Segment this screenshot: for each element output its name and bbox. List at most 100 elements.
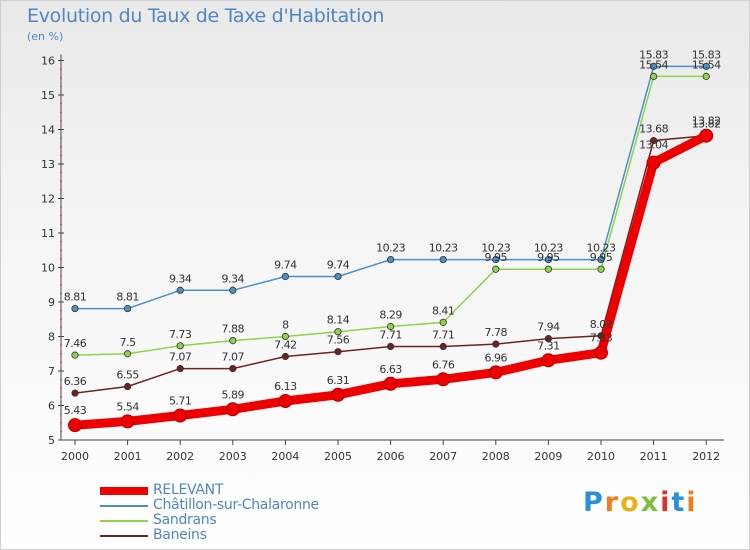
data-point bbox=[544, 255, 553, 264]
data-label: 10.23 bbox=[534, 242, 563, 255]
legend-item-chatillon: Châtillon-sur-Chalaronne bbox=[100, 498, 420, 513]
chart-title: Evolution du Taux de Taxe d'Habitation bbox=[27, 5, 385, 27]
data-point bbox=[386, 342, 395, 351]
logo-letter: x bbox=[640, 487, 661, 518]
data-point bbox=[597, 265, 605, 273]
y-tick-label: 6 bbox=[48, 400, 55, 413]
data-label: 5.71 bbox=[169, 395, 192, 408]
data-label: 6.63 bbox=[379, 363, 402, 376]
data-label: 7.56 bbox=[327, 334, 350, 347]
legend-swatch bbox=[100, 520, 148, 522]
data-point bbox=[597, 332, 605, 340]
x-tick-label: 2003 bbox=[219, 450, 247, 463]
legend-label: Baneins bbox=[153, 527, 207, 543]
logo-letter: t bbox=[671, 487, 687, 518]
legend-item-baneins: Baneins bbox=[100, 528, 420, 543]
logo-letter: P bbox=[583, 487, 605, 518]
data-point bbox=[71, 389, 79, 397]
data-label: 10.23 bbox=[376, 242, 405, 255]
legend-swatch bbox=[100, 535, 148, 537]
data-point bbox=[492, 255, 500, 264]
x-tick-label: 2004 bbox=[271, 450, 299, 463]
data-label: 7.07 bbox=[222, 351, 245, 364]
data-point bbox=[229, 286, 237, 294]
data-label: 15.54 bbox=[692, 58, 721, 71]
x-tick-label: 2005 bbox=[324, 450, 352, 463]
data-point bbox=[225, 402, 240, 417]
legend-label: Châtillon-sur-Chalaronne bbox=[153, 497, 319, 513]
data-point bbox=[281, 332, 289, 341]
y-tick-label: 12 bbox=[41, 193, 55, 206]
data-point bbox=[544, 265, 553, 273]
data-label: 9.74 bbox=[274, 258, 297, 271]
data-point bbox=[488, 365, 503, 380]
legend-swatch bbox=[100, 505, 148, 507]
data-label: 5.54 bbox=[116, 400, 139, 413]
y-tick-label: 15 bbox=[41, 89, 55, 102]
y-tick-label: 16 bbox=[41, 55, 55, 68]
data-label: 8.81 bbox=[116, 291, 139, 304]
data-label: 7.53 bbox=[590, 332, 613, 345]
data-point bbox=[334, 348, 342, 356]
data-point bbox=[386, 322, 395, 331]
data-label: 10.23 bbox=[587, 242, 616, 255]
data-point bbox=[334, 272, 342, 281]
data-point bbox=[176, 364, 184, 373]
y-tick-label: 11 bbox=[41, 227, 55, 240]
y-tick-label: 13 bbox=[41, 158, 55, 171]
data-point bbox=[173, 408, 188, 423]
data-label: 9.74 bbox=[327, 258, 350, 271]
x-tick-label: 2007 bbox=[429, 450, 457, 463]
x-tick-label: 2006 bbox=[377, 450, 405, 463]
data-point bbox=[436, 372, 451, 387]
data-point bbox=[120, 414, 135, 429]
data-point bbox=[124, 382, 132, 391]
data-point bbox=[439, 342, 447, 351]
data-label: 13.82 bbox=[692, 115, 721, 128]
data-label: 7.73 bbox=[169, 328, 192, 341]
data-label: 7.88 bbox=[222, 323, 245, 336]
data-point bbox=[544, 334, 553, 343]
data-point bbox=[229, 364, 237, 373]
data-labels: 8.81 8.81 9.34 9.34 9.74 9.74 10.23 10.23 10.23 1… bbox=[64, 48, 722, 417]
data-label: 9.95 bbox=[537, 251, 560, 264]
data-point bbox=[386, 255, 395, 264]
x-tick-label: 2000 bbox=[61, 450, 89, 463]
data-point bbox=[124, 304, 132, 313]
data-point bbox=[71, 351, 79, 359]
legend-label: Sandrans bbox=[153, 512, 217, 528]
data-point bbox=[68, 418, 82, 433]
data-point bbox=[334, 328, 342, 336]
data-label: 7.31 bbox=[537, 339, 560, 352]
x-tick-label: 2009 bbox=[534, 450, 562, 463]
data-point bbox=[439, 255, 447, 264]
data-point bbox=[124, 350, 132, 358]
data-label: 5.89 bbox=[222, 388, 245, 401]
data-label: 9.95 bbox=[590, 251, 613, 264]
data-label: 7.78 bbox=[485, 326, 508, 339]
data-label: 13.04 bbox=[639, 139, 668, 152]
data-point bbox=[281, 352, 289, 361]
y-tick-label: 14 bbox=[41, 124, 55, 137]
data-label: 6.13 bbox=[274, 380, 297, 393]
data-label: 5.43 bbox=[64, 404, 87, 417]
logo-letter: i bbox=[660, 487, 672, 518]
y-tick-label: 5 bbox=[48, 434, 55, 447]
data-point bbox=[597, 255, 605, 264]
data-point bbox=[646, 155, 661, 170]
logo-letter: r bbox=[604, 487, 621, 518]
data-label: 7.94 bbox=[537, 321, 560, 334]
x-tick-label: 2008 bbox=[482, 450, 510, 463]
chart-axes: 5 6 7 8 9 10 11 12 13 14 15 16 2000 2001 2002 2003 2004 2… bbox=[41, 54, 725, 463]
x-tick-label: 2001 bbox=[114, 450, 142, 463]
data-label: 6.55 bbox=[116, 369, 139, 382]
data-label: 10.23 bbox=[481, 242, 510, 255]
data-point bbox=[594, 345, 608, 360]
legend: RELEVANT Châtillon-sur-Chalaronne Sandra… bbox=[100, 483, 420, 543]
data-point bbox=[278, 394, 293, 409]
data-label: 8.02 bbox=[590, 318, 613, 331]
data-label: 13.68 bbox=[639, 123, 668, 136]
x-tick-label: 2011 bbox=[640, 450, 668, 463]
proxiti-logo: Proxiti bbox=[583, 487, 698, 518]
data-label: 6.96 bbox=[485, 351, 508, 364]
